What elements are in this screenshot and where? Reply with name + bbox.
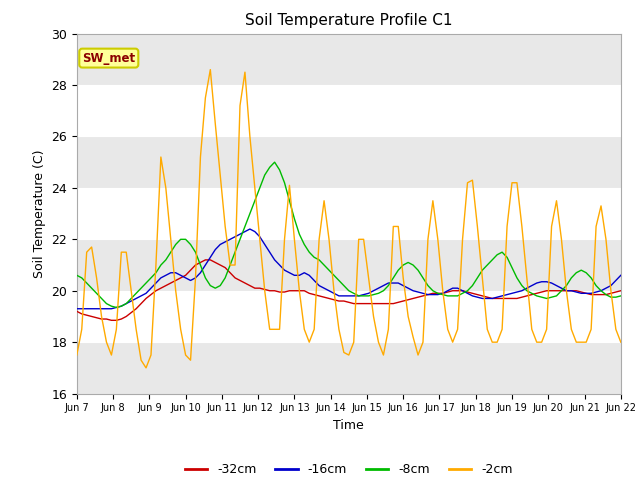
Legend: -32cm, -16cm, -8cm, -2cm: -32cm, -16cm, -8cm, -2cm	[180, 458, 518, 480]
Text: SW_met: SW_met	[82, 51, 136, 65]
Title: Soil Temperature Profile C1: Soil Temperature Profile C1	[245, 13, 452, 28]
Bar	[77, 136, 621, 188]
Y-axis label: Soil Temperature (C): Soil Temperature (C)	[33, 149, 45, 278]
Bar	[77, 342, 621, 394]
Bar	[77, 34, 621, 85]
X-axis label: Time: Time	[333, 419, 364, 432]
Bar	[77, 240, 621, 291]
